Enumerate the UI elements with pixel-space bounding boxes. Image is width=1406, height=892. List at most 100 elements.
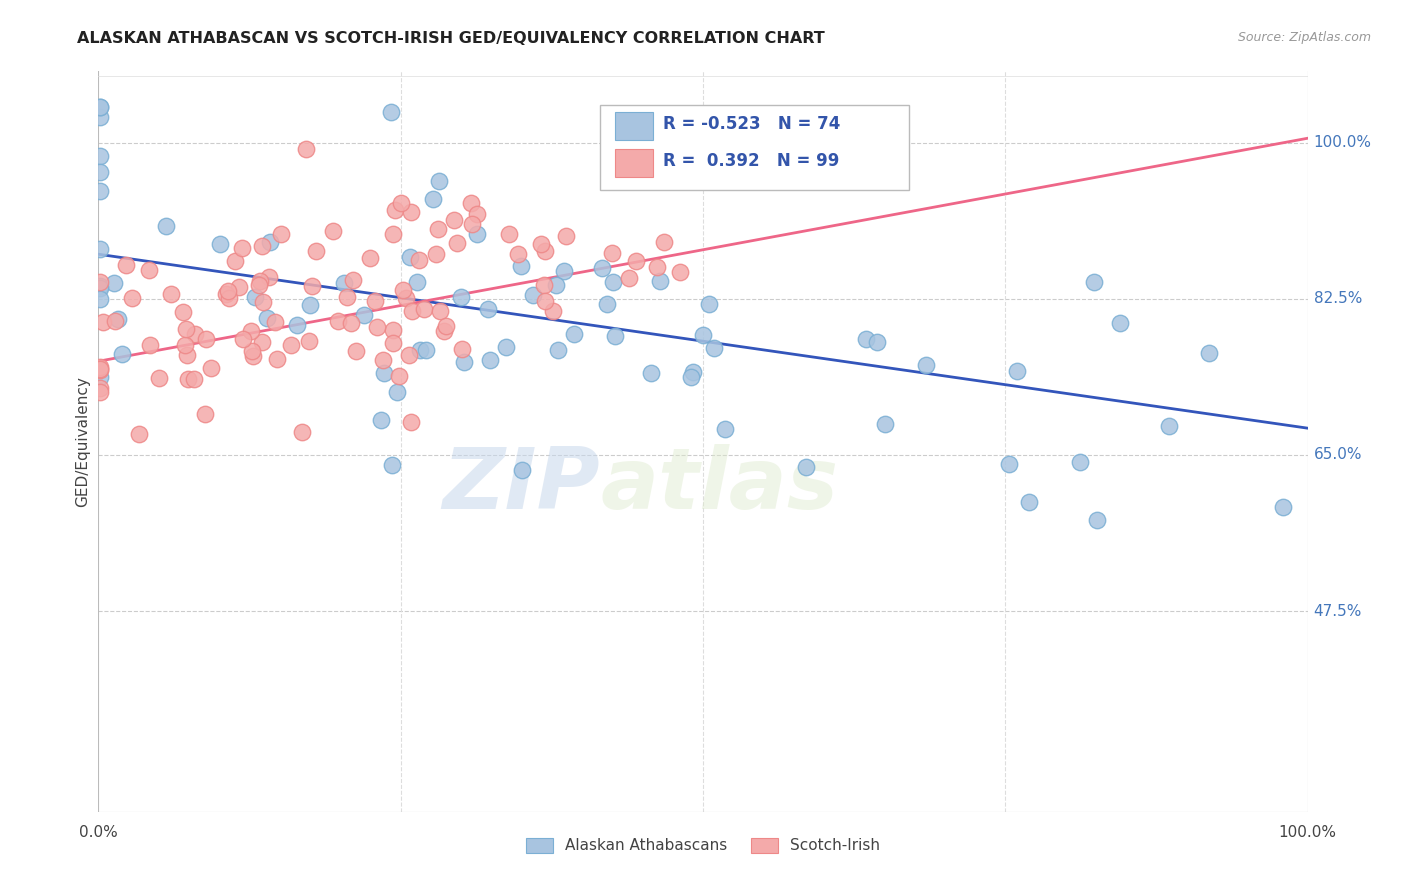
Point: [184, 327, 207, 342]
Point: [89, 362, 111, 376]
Text: ZIP: ZIP: [443, 444, 600, 527]
Point: [427, 221, 450, 235]
Point: [298, 298, 321, 312]
Point: [139, 338, 162, 352]
Point: [89, 359, 111, 374]
Point: [287, 318, 309, 333]
Point: [115, 258, 138, 272]
Text: ALASKAN ATHABASCAN VS SCOTCH-IRISH GED/EQUIVALENCY CORRELATION CHART: ALASKAN ATHABASCAN VS SCOTCH-IRISH GED/E…: [77, 31, 825, 46]
Point: [533, 293, 555, 308]
Point: [392, 283, 415, 297]
Point: [295, 142, 318, 156]
Point: [617, 270, 640, 285]
Point: [266, 351, 288, 366]
Point: [389, 196, 412, 211]
Point: [155, 219, 177, 233]
Point: [104, 314, 127, 328]
Point: [1157, 418, 1180, 433]
Point: [553, 264, 575, 278]
Point: [344, 343, 367, 358]
Point: [467, 207, 489, 221]
Point: [89, 384, 111, 399]
Point: [342, 273, 364, 287]
Point: [401, 303, 423, 318]
FancyBboxPatch shape: [614, 112, 654, 140]
Text: 65.0%: 65.0%: [1313, 448, 1362, 462]
Point: [385, 385, 408, 400]
Point: [498, 227, 520, 241]
Point: [264, 315, 287, 329]
Point: [461, 217, 484, 231]
Point: [280, 338, 302, 352]
Point: [1069, 455, 1091, 469]
Point: [682, 365, 704, 379]
Point: [381, 323, 404, 337]
Legend: Alaskan Athabascans, Scotch-Irish: Alaskan Athabascans, Scotch-Irish: [520, 831, 886, 860]
Point: [242, 343, 264, 358]
Point: [373, 366, 395, 380]
Point: [160, 287, 183, 301]
Point: [555, 229, 578, 244]
Point: [243, 290, 266, 304]
Point: [89, 110, 111, 124]
Point: [381, 227, 404, 241]
Point: [600, 246, 623, 260]
Point: [648, 274, 671, 288]
Point: [194, 332, 217, 346]
Point: [395, 291, 418, 305]
Point: [340, 316, 363, 330]
Point: [460, 196, 482, 211]
Point: [370, 413, 392, 427]
Point: [429, 174, 451, 188]
Point: [148, 370, 170, 384]
Point: [111, 347, 134, 361]
Point: [714, 422, 737, 436]
Point: [398, 348, 420, 362]
Point: [506, 247, 529, 261]
Point: [228, 280, 250, 294]
Point: [399, 250, 422, 264]
Point: [562, 326, 585, 341]
Point: [91, 316, 114, 330]
Point: [381, 458, 404, 472]
Text: R =  0.392   N = 99: R = 0.392 N = 99: [664, 152, 839, 170]
Point: [699, 296, 721, 310]
Point: [425, 247, 447, 261]
Point: [252, 295, 274, 310]
Point: [305, 244, 328, 258]
Point: [381, 335, 404, 350]
Point: [177, 372, 200, 386]
Point: [429, 303, 451, 318]
Point: [794, 460, 817, 475]
Point: [247, 278, 270, 293]
Point: [450, 289, 472, 303]
Point: [409, 343, 432, 358]
FancyBboxPatch shape: [614, 149, 654, 178]
Point: [478, 352, 501, 367]
Point: [510, 463, 533, 477]
Point: [1198, 345, 1220, 359]
Point: [914, 358, 936, 372]
Point: [1018, 495, 1040, 509]
Point: [174, 338, 197, 352]
Point: [533, 277, 555, 292]
Point: [336, 290, 359, 304]
Point: [380, 105, 402, 120]
Point: [692, 328, 714, 343]
Point: [176, 348, 198, 362]
Text: 47.5%: 47.5%: [1313, 604, 1362, 618]
Point: [89, 279, 111, 293]
Point: [231, 241, 253, 255]
Point: [1271, 500, 1294, 515]
Point: [89, 100, 111, 114]
Point: [249, 274, 271, 288]
Point: [373, 353, 395, 368]
Point: [217, 284, 239, 298]
Point: [1085, 513, 1108, 527]
Text: 100.0%: 100.0%: [1313, 136, 1372, 150]
Point: [218, 291, 240, 305]
Point: [103, 277, 125, 291]
FancyBboxPatch shape: [600, 104, 908, 190]
Point: [541, 304, 564, 318]
Point: [301, 278, 323, 293]
